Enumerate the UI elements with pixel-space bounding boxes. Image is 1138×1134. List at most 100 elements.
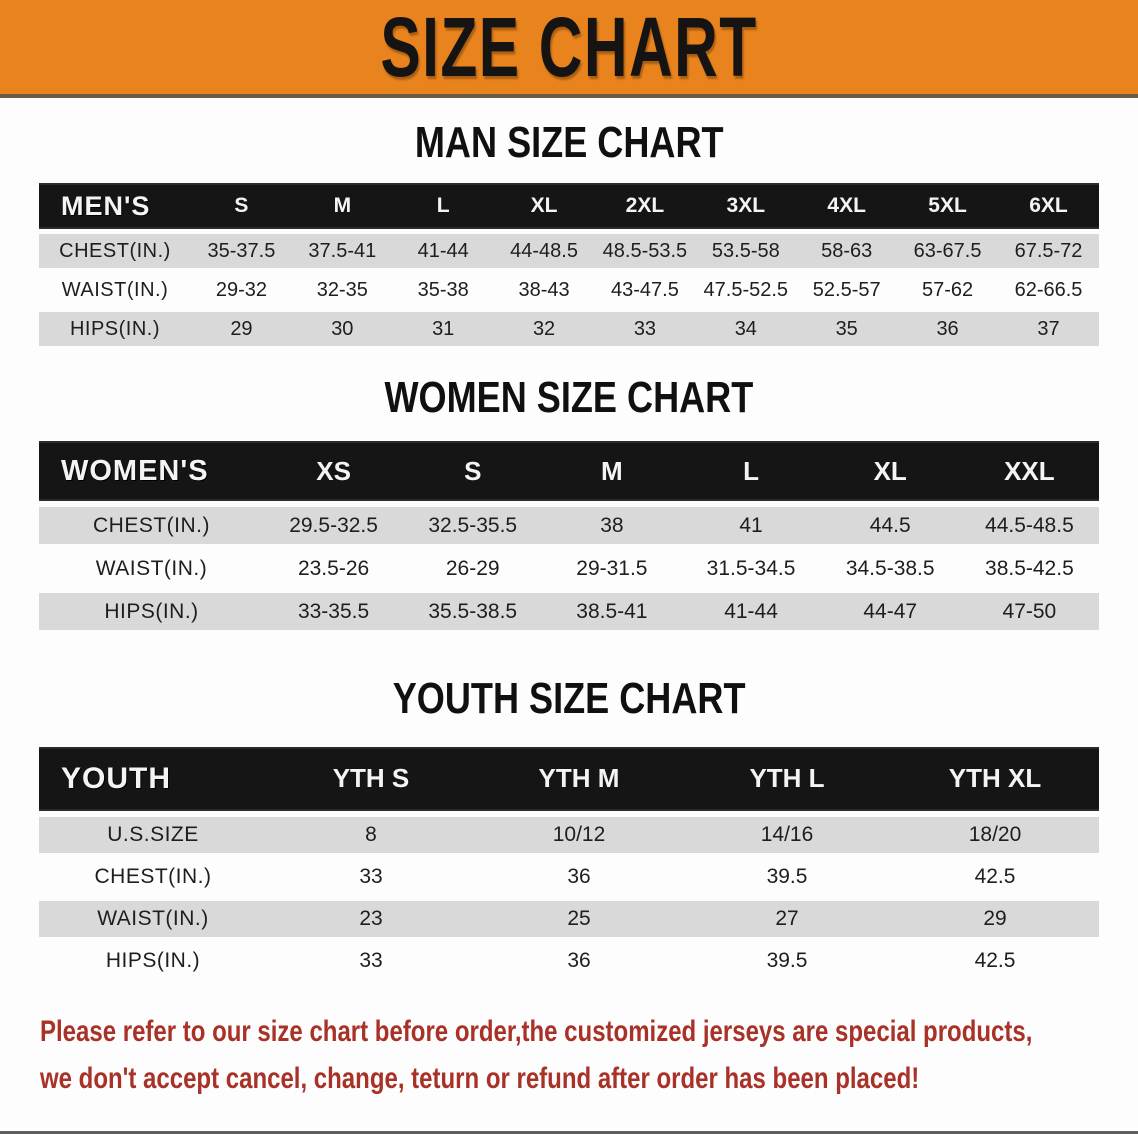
size-value-cell: 52.5-57 xyxy=(796,273,898,308)
row-label: CHEST(IN.) xyxy=(39,507,264,545)
size-value-cell: 37 xyxy=(998,312,1099,347)
measurement-row: HIPS(IN.) 29 30 31 32 33 34 35 36 37 xyxy=(39,312,1099,347)
men-size-table: MEN'S S M L XL 2XL 3XL 4XL 5XL 6XL CHEST(IN.) 35-37… xyxy=(39,178,1099,351)
size-value-cell: 48.5-53.5 xyxy=(594,234,696,269)
size-value-cell: 47.5-52.5 xyxy=(695,273,797,308)
row-label: WAIST(IN.) xyxy=(39,900,267,937)
youth-section-heading: YOUTH SIZE CHART xyxy=(0,676,1138,722)
measurement-row: CHEST(IN.) 35-37.5 37.5-41 41-44 44-48.5 48.5… xyxy=(39,234,1099,269)
row-label: WAIST(IN.) xyxy=(39,273,191,308)
size-value-cell: 35-37.5 xyxy=(191,234,292,269)
size-value-cell: 42.5 xyxy=(891,858,1099,895)
size-value-cell: 41-44 xyxy=(681,593,821,631)
size-value-cell: 26-29 xyxy=(403,550,543,588)
size-value-cell: 38.5-41 xyxy=(542,593,682,631)
women-size-table: WOMEN'S XS S M L XL XXL CHEST(IN.) 29.5-32.5 32.5… xyxy=(39,435,1099,636)
size-value-cell: 44.5 xyxy=(820,507,960,545)
size-value-cell: 57-62 xyxy=(897,273,998,308)
size-value-cell: 27 xyxy=(683,900,891,937)
size-value-cell: 44-48.5 xyxy=(493,234,595,269)
size-value-cell: 36 xyxy=(897,312,998,347)
size-value-cell: 33 xyxy=(267,858,475,895)
section-men: MAN SIZE CHART MEN'S S M L XL 2XL 3XL 4XL 5XL 6XL… xyxy=(0,118,1138,351)
size-column-header: M xyxy=(542,441,682,502)
size-value-cell: 29 xyxy=(891,900,1099,937)
youth-section-heading-text: YOUTH SIZE CHART xyxy=(392,674,746,724)
size-value-cell: 44-47 xyxy=(820,593,960,631)
measurement-row: HIPS(IN.) 33-35.5 35.5-38.5 38.5-41 41-44 44-… xyxy=(39,593,1099,631)
size-value-cell: 43-47.5 xyxy=(594,273,696,308)
disclaimer-line-1-text: Please refer to our size chart before or… xyxy=(40,1014,1033,1048)
size-value-cell: 62-66.5 xyxy=(998,273,1099,308)
size-value-cell: 23.5-26 xyxy=(264,550,404,588)
group-label: YOUTH xyxy=(39,746,267,811)
row-label: HIPS(IN.) xyxy=(39,593,264,631)
size-value-cell: 29 xyxy=(191,312,292,347)
size-value-cell: 31.5-34.5 xyxy=(681,550,821,588)
size-value-cell: 33 xyxy=(594,312,696,347)
size-value-cell: 37.5-41 xyxy=(291,234,393,269)
size-value-cell: 33-35.5 xyxy=(264,593,404,631)
size-value-cell: 33 xyxy=(267,942,475,979)
size-value-cell: 35 xyxy=(796,312,898,347)
youth-size-table: YOUTH YTH S YTH M YTH L YTH XL U.S.SIZE 8 10/12… xyxy=(39,741,1099,985)
size-value-cell: 14/16 xyxy=(683,816,891,853)
disclaimer-line-2-text: we don't accept cancel, change, teturn o… xyxy=(40,1061,920,1095)
size-value-cell: 29-31.5 xyxy=(542,550,682,588)
measurement-row: CHEST(IN.) 29.5-32.5 32.5-35.5 38 41 44.5 44.5… xyxy=(39,507,1099,545)
size-value-cell: 35.5-38.5 xyxy=(403,593,543,631)
size-column-header: L xyxy=(392,183,494,230)
banner-title: SIZE CHART xyxy=(380,0,758,94)
size-column-header: XL xyxy=(820,441,960,502)
women-section-heading: WOMEN SIZE CHART xyxy=(0,374,1138,421)
size-value-cell: 29-32 xyxy=(191,273,292,308)
size-value-cell: 35-38 xyxy=(392,273,494,308)
measurement-row: WAIST(IN.) 23 25 27 29 xyxy=(39,900,1099,937)
size-value-cell: 36 xyxy=(475,858,683,895)
size-value-cell: 32-35 xyxy=(291,273,393,308)
section-youth: YOUTH SIZE CHART YOUTH YTH S YTH M YTH L YTH… xyxy=(0,676,1138,984)
size-column-header: 2XL xyxy=(594,183,696,230)
size-value-cell: 34.5-38.5 xyxy=(820,550,960,588)
measurement-row: WAIST(IN.) 29-32 32-35 35-38 38-43 43-47.5 47.… xyxy=(39,273,1099,308)
section-women: WOMEN SIZE CHART WOMEN'S XS S M L XL XXL CHEST(… xyxy=(0,374,1138,636)
size-value-cell: 38.5-42.5 xyxy=(959,550,1099,588)
banner: SIZE CHART xyxy=(0,0,1138,98)
measurement-row: CHEST(IN.) 33 36 39.5 42.5 xyxy=(39,858,1099,895)
size-value-cell: 36 xyxy=(475,942,683,979)
size-column-header: YTH M xyxy=(475,746,683,811)
size-header-row: YOUTH YTH S YTH M YTH L YTH XL xyxy=(39,746,1099,811)
size-column-header: 4XL xyxy=(796,183,898,230)
size-value-cell: 41 xyxy=(681,507,821,545)
size-column-header: M xyxy=(291,183,393,230)
men-section-heading-text: MAN SIZE CHART xyxy=(414,118,724,167)
size-value-cell: 67.5-72 xyxy=(998,234,1099,269)
measurement-row: WAIST(IN.) 23.5-26 26-29 29-31.5 31.5-34.5 34… xyxy=(39,550,1099,588)
size-value-cell: 39.5 xyxy=(683,942,891,979)
size-column-header: 3XL xyxy=(695,183,797,230)
measurement-row: U.S.SIZE 8 10/12 14/16 18/20 xyxy=(39,816,1099,853)
size-value-cell: 58-63 xyxy=(796,234,898,269)
row-label: HIPS(IN.) xyxy=(39,942,267,979)
size-value-cell: 10/12 xyxy=(475,816,683,853)
size-value-cell: 23 xyxy=(267,900,475,937)
size-value-cell: 32.5-35.5 xyxy=(403,507,543,545)
size-column-header: YTH S xyxy=(267,746,475,811)
size-column-header: 5XL xyxy=(897,183,998,230)
row-label: CHEST(IN.) xyxy=(39,858,267,895)
row-label: U.S.SIZE xyxy=(39,816,267,853)
size-value-cell: 42.5 xyxy=(891,942,1099,979)
size-value-cell: 29.5-32.5 xyxy=(264,507,404,545)
size-column-header: L xyxy=(681,441,821,502)
disclaimer-line-1: Please refer to our size chart before or… xyxy=(40,1011,1138,1058)
group-label: MEN'S xyxy=(39,183,191,230)
size-column-header: 6XL xyxy=(998,183,1099,230)
size-value-cell: 38-43 xyxy=(493,273,595,308)
group-label: WOMEN'S xyxy=(39,441,264,502)
row-label: HIPS(IN.) xyxy=(39,312,191,347)
size-value-cell: 25 xyxy=(475,900,683,937)
disclaimer: Please refer to our size chart before or… xyxy=(0,1011,1138,1131)
size-column-header: S xyxy=(403,441,543,502)
size-value-cell: 30 xyxy=(291,312,393,347)
